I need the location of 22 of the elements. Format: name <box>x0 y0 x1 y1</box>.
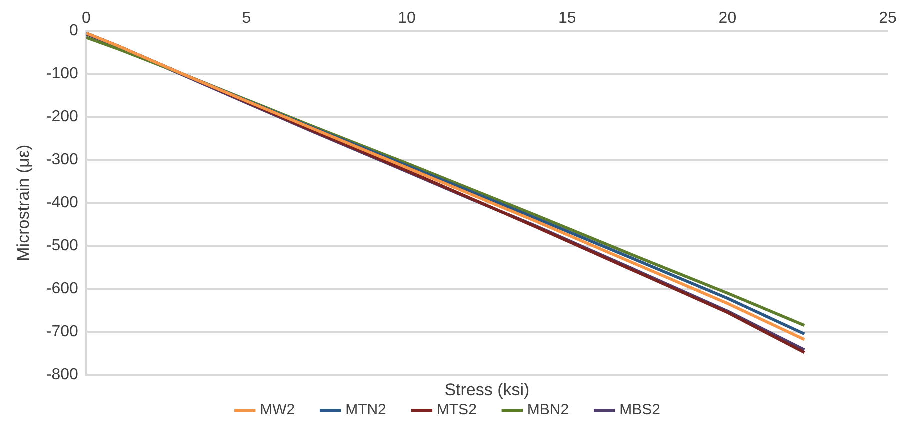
y-tick-label: -300 <box>46 152 79 169</box>
legend-label: MW2 <box>260 402 296 419</box>
x-tick-label: 5 <box>242 10 252 28</box>
y-axis-title: Microstrain (με) <box>14 144 33 262</box>
legend-label: MBS2 <box>620 402 660 419</box>
y-tick-label: -800 <box>46 366 79 384</box>
x-tick-label: 20 <box>718 10 737 28</box>
x-tick-label: 10 <box>398 10 416 28</box>
legend-label: MBN2 <box>527 402 570 419</box>
legend-label: MTN2 <box>346 402 386 419</box>
y-tick-label: -600 <box>46 280 79 298</box>
x-tick-label: 15 <box>558 10 576 28</box>
y-tick-label: -400 <box>46 194 79 212</box>
y-tick-label: 0 <box>70 22 79 40</box>
y-tick-label: -700 <box>46 323 79 340</box>
x-axis-title: Stress (ksi) <box>444 380 530 400</box>
y-tick-label: -200 <box>46 108 79 126</box>
x-tick-label: 0 <box>82 10 91 28</box>
y-tick-label: -500 <box>46 237 79 254</box>
y-tick-label: -100 <box>46 66 79 83</box>
x-tick-label: 25 <box>879 10 897 28</box>
legend-label: MTS2 <box>436 402 477 419</box>
